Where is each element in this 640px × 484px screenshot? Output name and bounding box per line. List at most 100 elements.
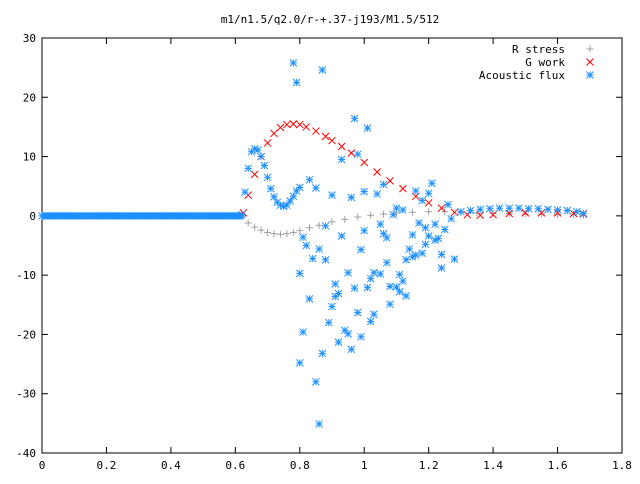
data-point <box>263 139 272 147</box>
data-point <box>553 206 562 214</box>
data-point <box>289 228 297 236</box>
data-point <box>392 283 401 291</box>
data-point <box>476 211 485 220</box>
data-point <box>337 155 346 164</box>
data-point <box>431 236 439 245</box>
data-point <box>431 220 439 229</box>
data-point <box>386 177 394 185</box>
data-point <box>424 198 433 207</box>
data-point <box>237 210 246 219</box>
data-point <box>437 250 446 259</box>
data-point <box>424 232 433 240</box>
data-point <box>353 150 362 159</box>
data-point <box>395 287 404 296</box>
data-point <box>125 212 133 220</box>
data-point <box>315 245 323 253</box>
data-point <box>250 170 259 179</box>
data-point <box>334 289 343 298</box>
data-point <box>537 209 546 217</box>
data-point <box>360 158 369 167</box>
x-tick-label: 0.6 <box>225 459 245 472</box>
data-point <box>57 212 66 220</box>
data-point <box>437 264 446 272</box>
data-point <box>312 184 320 192</box>
data-point <box>450 208 459 217</box>
data-point <box>357 245 365 254</box>
data-point <box>337 232 346 240</box>
data-point <box>444 200 452 209</box>
data-point <box>337 142 346 151</box>
data-point <box>241 188 249 196</box>
data-point <box>257 226 265 234</box>
data-point <box>47 212 56 220</box>
data-point <box>299 233 307 242</box>
legend-marker <box>586 45 594 53</box>
data-point <box>324 318 333 327</box>
data-point <box>286 197 294 205</box>
data-point <box>347 345 356 354</box>
data-point <box>328 218 336 226</box>
data-point <box>389 210 398 219</box>
data-point <box>270 230 278 238</box>
data-point <box>266 184 275 193</box>
data-point <box>411 251 420 259</box>
y-tick-label: 20 <box>23 91 36 104</box>
plot-area <box>38 59 588 428</box>
legend-label: Acoustic flux <box>479 69 565 82</box>
data-point <box>363 124 372 132</box>
data-point <box>305 295 314 303</box>
data-point <box>466 206 475 215</box>
data-point <box>318 349 327 358</box>
data-point <box>408 230 417 239</box>
data-point <box>251 223 259 231</box>
data-point <box>76 212 85 220</box>
data-point <box>341 215 349 223</box>
data-point <box>305 175 314 184</box>
data-point <box>283 120 291 129</box>
data-point <box>86 212 95 220</box>
data-point <box>212 212 220 220</box>
legend-label: R stress <box>512 43 565 56</box>
data-point <box>263 173 272 182</box>
y-tick-label: 30 <box>23 32 36 45</box>
data-point <box>183 212 191 220</box>
data-point <box>354 213 362 221</box>
data-point <box>415 219 423 227</box>
x-tick-label: 0.4 <box>161 459 181 472</box>
data-point <box>367 211 375 219</box>
data-point <box>486 204 494 213</box>
data-point <box>379 180 388 189</box>
data-point <box>328 302 336 311</box>
data-point <box>376 220 385 229</box>
data-point <box>315 420 323 428</box>
data-point <box>395 270 404 279</box>
data-point <box>270 129 278 138</box>
data-point <box>376 270 385 278</box>
data-point <box>276 123 285 132</box>
data-point <box>476 205 485 214</box>
data-point <box>295 183 304 192</box>
data-point <box>370 310 378 319</box>
data-point <box>382 233 391 242</box>
data-point <box>289 120 298 128</box>
data-point <box>418 249 427 258</box>
data-point <box>544 205 552 214</box>
data-point <box>305 224 313 232</box>
y-tick-label: -20 <box>16 328 36 341</box>
data-point <box>425 208 433 216</box>
data-point <box>154 212 162 220</box>
data-point <box>173 212 182 220</box>
data-point <box>302 241 311 250</box>
data-point <box>192 212 201 220</box>
data-point <box>360 187 369 196</box>
data-point <box>264 228 272 236</box>
data-point <box>244 219 252 227</box>
data-point <box>344 329 352 338</box>
data-point <box>424 189 433 198</box>
data-point <box>257 152 265 161</box>
series-acoustic-flux <box>38 59 588 428</box>
data-point <box>318 66 327 74</box>
data-point <box>276 230 284 238</box>
